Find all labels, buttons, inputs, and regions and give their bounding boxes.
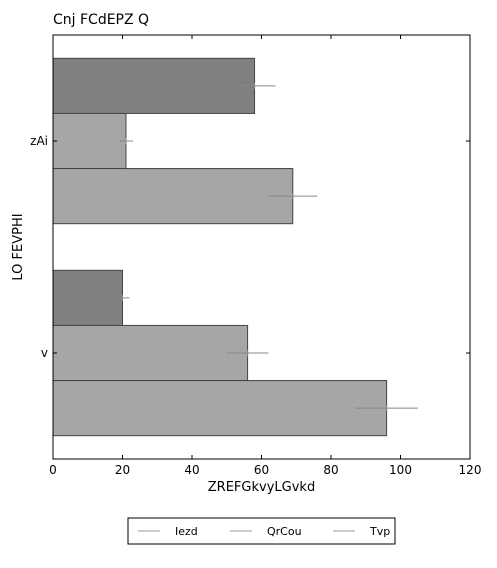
x-axis-ticks: 0 20 40 60 80 100 120 xyxy=(49,35,481,477)
x-tick-label: 40 xyxy=(184,463,199,477)
y-tick-label: v xyxy=(41,346,48,360)
bars-layer xyxy=(52,57,388,437)
x-tick-label: 60 xyxy=(254,463,269,477)
x-tick-label: 0 xyxy=(49,463,57,477)
x-tick-label: 20 xyxy=(115,463,130,477)
x-axis-label: ZREFGkvyLGvkd xyxy=(208,480,315,495)
y-axis-label: LO FEVPHI xyxy=(11,213,26,280)
legend: Iezd QrCou Tvp xyxy=(127,517,396,545)
x-tick-label: 120 xyxy=(459,463,482,477)
chart-title: Cnj FCdEPZ Q xyxy=(53,12,149,28)
x-tick-label: 80 xyxy=(323,463,338,477)
bar-v-Iezd xyxy=(52,269,123,326)
bar-zAi-QrCou xyxy=(52,112,127,170)
legend-label-QrCou: QrCou xyxy=(267,525,302,538)
y-tick-label: zAi xyxy=(30,134,48,148)
bar-v-Tvp xyxy=(52,380,388,437)
bar-zAi-Iezd xyxy=(52,57,256,114)
legend-label-Iezd: Iezd xyxy=(175,525,198,538)
bar-zAi-Tvp xyxy=(52,168,294,225)
legend-label-Tvp: Tvp xyxy=(369,525,390,538)
x-tick-label: 100 xyxy=(389,463,412,477)
error-bars-layer xyxy=(115,82,418,412)
bar-v-QrCou xyxy=(52,324,249,382)
y-axis-ticks: zAi v xyxy=(30,134,470,360)
legend-items: Iezd QrCou Tvp xyxy=(138,525,390,538)
